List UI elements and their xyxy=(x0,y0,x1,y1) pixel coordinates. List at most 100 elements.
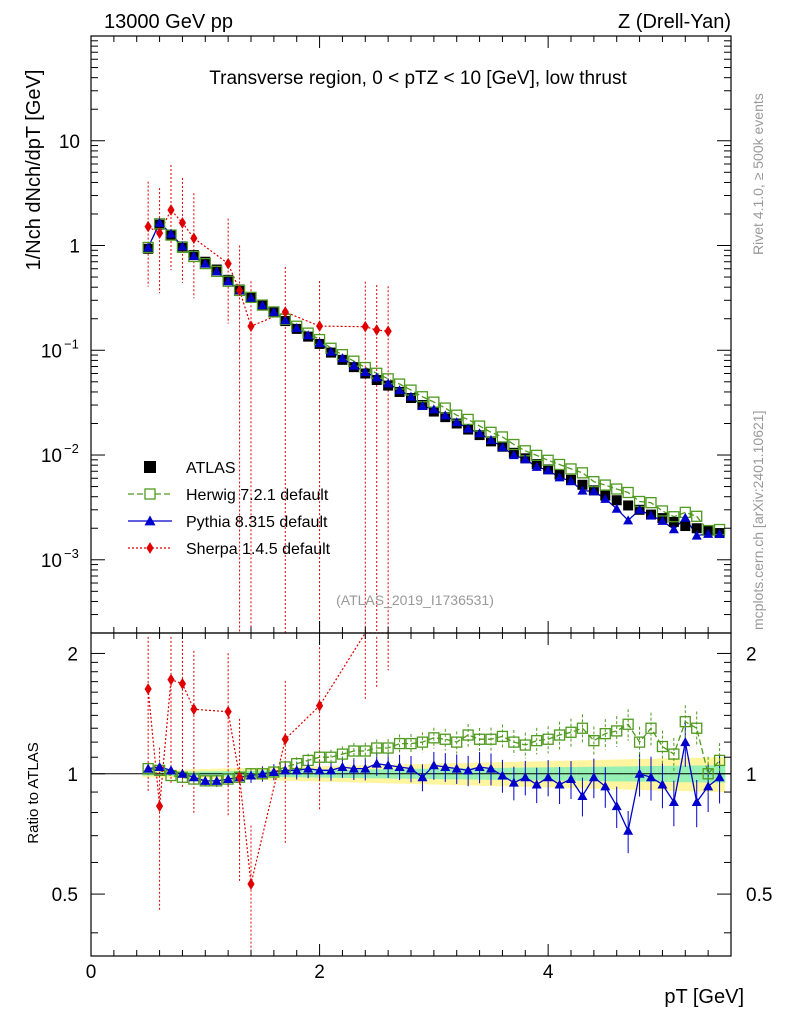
pythia-point xyxy=(657,515,668,525)
herwig-ratio-point xyxy=(588,735,600,747)
atlas-point xyxy=(577,479,588,490)
pythia-ratio-point xyxy=(337,761,348,771)
legend-label: Pythia 8.315 default xyxy=(186,514,328,531)
y-axis-label: 1/Nch dNch/dpT [GeV] xyxy=(23,70,45,271)
herwig-point xyxy=(645,497,657,509)
ratio-y-axis-label: Ratio to ATLAS xyxy=(25,742,42,843)
sherpa-ratio-point xyxy=(235,771,244,784)
sherpa-point xyxy=(178,216,187,229)
sherpa-point xyxy=(247,320,255,333)
sherpa-point xyxy=(190,232,198,245)
pythia-point xyxy=(486,435,496,445)
herwig-ratio-point xyxy=(645,722,657,734)
herwig-ratio-point xyxy=(371,742,383,754)
pythia-point xyxy=(280,315,291,325)
sherpa-ratio-point xyxy=(281,733,289,746)
pythia-point xyxy=(154,217,165,227)
pythia-point xyxy=(440,410,451,420)
herwig-ratio-point xyxy=(691,722,703,734)
sherpa-ratio-point xyxy=(178,677,187,690)
pythia-ratio-point xyxy=(223,774,234,784)
pythia-ratio-point xyxy=(360,763,371,773)
pythia-ratio-point xyxy=(600,781,611,791)
pythia-point xyxy=(451,417,462,427)
sherpa-point xyxy=(155,227,164,240)
herwig-point xyxy=(553,458,566,471)
herwig-point xyxy=(496,431,509,443)
herwig-ratio-point xyxy=(359,745,371,757)
legend-marker-sherpa xyxy=(146,542,154,554)
atlas-point xyxy=(623,500,634,511)
pythia-point xyxy=(531,461,542,471)
ratio-y-tick-label-right: 2 xyxy=(746,644,757,665)
herwig-point xyxy=(576,467,589,479)
pythia-point xyxy=(463,423,474,433)
pythia-ratio-point xyxy=(486,763,496,773)
atlas-point xyxy=(680,521,691,532)
legend-item: Herwig 7.2.1 default xyxy=(128,487,329,504)
pythia-ratio-point xyxy=(177,768,188,778)
legend-item: Sherpa 1.4.5 default xyxy=(128,541,331,558)
pythia-ratio-point xyxy=(314,765,325,775)
herwig-ratio-point xyxy=(565,726,577,738)
sherpa-ratio-point xyxy=(224,705,232,718)
pythia-ratio-point xyxy=(680,737,691,747)
pythia-point xyxy=(303,330,314,340)
pythia-ratio-point xyxy=(520,772,531,782)
herwig-ratio-point xyxy=(599,727,611,740)
herwig-point xyxy=(542,454,554,466)
herwig-ratio-point xyxy=(679,716,691,728)
pythia-ratio-point xyxy=(257,768,268,778)
pythia-point xyxy=(497,442,508,452)
pythia-ratio-point xyxy=(348,763,359,773)
herwig-point xyxy=(611,483,623,495)
pythia-ratio-point xyxy=(623,825,634,835)
pythia-point xyxy=(188,251,199,261)
herwig-point xyxy=(599,479,611,491)
pythia-ratio-point xyxy=(714,772,725,782)
herwig-ratio-point xyxy=(496,730,509,743)
pythia-point xyxy=(554,472,565,482)
analysis-tag: (ATLAS_2019_I1736531) xyxy=(336,592,494,608)
pythia-point xyxy=(348,360,359,370)
sherpa-ratio-point xyxy=(190,703,198,716)
pythia-point xyxy=(428,404,439,414)
pythia-point xyxy=(668,524,679,534)
herwig-ratio-point xyxy=(428,732,440,744)
sherpa-ratio-point xyxy=(315,699,324,712)
pythia-ratio-point xyxy=(691,796,702,806)
x-tick-label: 2 xyxy=(314,962,325,983)
legend-item: ATLAS xyxy=(144,460,236,477)
pythia-point xyxy=(211,266,222,276)
pythia-point xyxy=(406,391,416,401)
ratio-y-tick-label: 0.5 xyxy=(52,885,78,906)
pythia-ratio-point xyxy=(577,790,588,800)
legend-item: Pythia 8.315 default xyxy=(128,514,328,531)
legend-label: Sherpa 1.4.5 default xyxy=(186,541,331,558)
herwig-ratio-point xyxy=(313,751,326,763)
y-tick-label: 10 xyxy=(41,551,62,572)
y-tick-label-exponent: −1 xyxy=(64,336,79,351)
pythia-ratio-point xyxy=(634,768,645,778)
y-tick-label-exponent: −3 xyxy=(64,546,79,561)
herwig-ratio-point xyxy=(611,725,623,737)
pythia-ratio-point xyxy=(531,779,542,789)
herwig-ratio-point xyxy=(633,736,646,748)
ratio-y-tick-label-right: 0.5 xyxy=(746,885,772,906)
pythia-ratio-point xyxy=(611,801,622,811)
pythia-point xyxy=(577,485,588,495)
pythia-ratio-point xyxy=(646,772,656,782)
pythia-point xyxy=(143,242,154,252)
sherpa-ratio-point xyxy=(247,878,255,890)
pythia-ratio-point xyxy=(211,775,222,785)
pythia-point xyxy=(520,454,531,464)
header-left: 13000 GeV pp xyxy=(104,11,233,33)
mcplots-label: mcplots.cern.ch [arXiv:2401.10621] xyxy=(750,411,766,630)
herwig-ratio-point xyxy=(462,729,474,741)
y-tick-label: 10 xyxy=(41,341,62,362)
pythia-point xyxy=(508,450,519,460)
pythia-point xyxy=(337,353,348,363)
rivet-label: Rivet 4.1.0, ≥ 500k events xyxy=(750,93,766,255)
series-layer xyxy=(142,164,726,952)
herwig-point xyxy=(508,438,520,451)
